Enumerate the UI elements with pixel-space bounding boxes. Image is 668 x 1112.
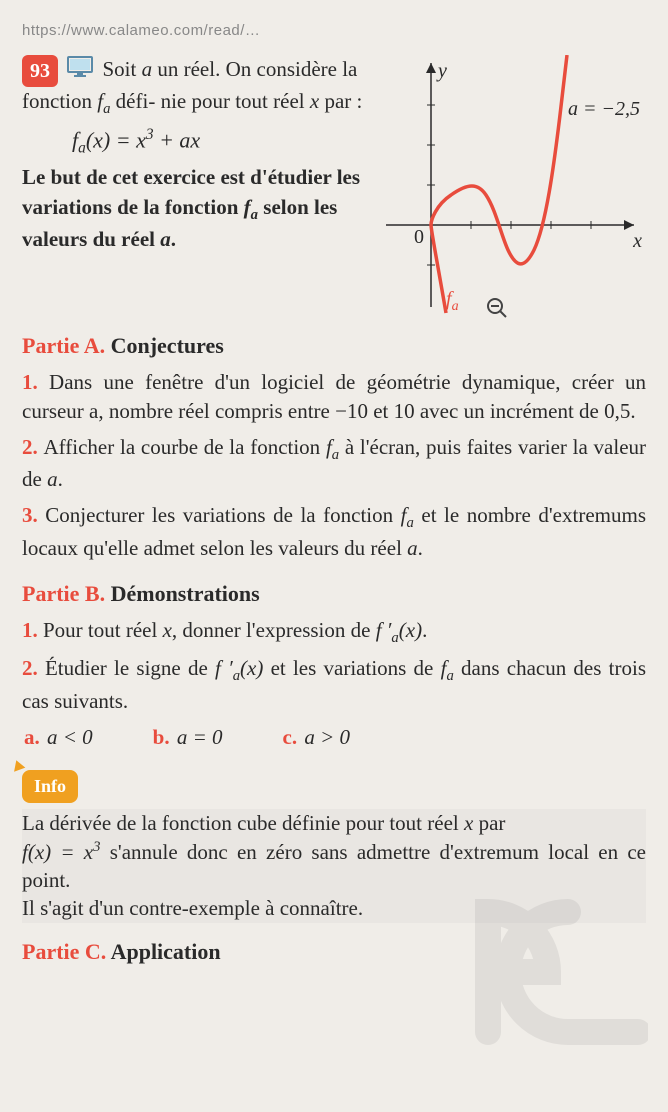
info-box: La dérivée de la fonction cube définie p… [22, 809, 646, 922]
part-c-title: Partie C. Application [22, 937, 646, 968]
intro-line-2b: défi- [110, 89, 155, 113]
part-b-cases: a. a < 0 b. a = 0 c. a > 0 [24, 723, 646, 752]
func-fa: fa [97, 89, 110, 113]
exercise-top-row: 93 Soit a un réel. On considère la fonct… [22, 55, 646, 315]
zoom-out-icon[interactable] [486, 297, 508, 326]
case-c: c. a > 0 [283, 723, 351, 752]
part-b-q1: 1. Pour tout réel x, donner l'expression… [22, 616, 646, 649]
intro-line-1a: Soit [103, 57, 142, 81]
part-a-q3: 3. Conjecturer les variations de la fonc… [22, 501, 646, 563]
graph-svg [376, 55, 646, 315]
intro-line-3: nie pour tout réel [161, 89, 310, 113]
part-a-q1: 1. Dans une fenêtre d'un logiciel de géo… [22, 368, 646, 427]
formula: fa(x) = x3 + ax [72, 124, 366, 159]
graph: y x 0 a = −2,5 fa [376, 55, 646, 315]
case-a: a. a < 0 [24, 723, 93, 752]
info-badge: Info [22, 770, 78, 803]
part-b-q2: 2. Étudier le signe de f ′a(x) et les va… [22, 654, 646, 716]
intro-line-3b: par : [319, 89, 362, 113]
part-a-q2: 2. Afficher la courbe de la fonction fa … [22, 433, 646, 495]
case-b: b. a = 0 [153, 723, 223, 752]
intro-line-1b: un réel. On [152, 57, 251, 81]
url-bar: https://www.calameo.com/read/… [22, 20, 646, 41]
origin-label: 0 [414, 223, 424, 251]
intro-goal: Le but de cet exercice est d'étudier les… [22, 165, 360, 251]
part-b-title: Partie B. Démonstrations [22, 579, 646, 610]
x-axis-label: x [633, 227, 642, 255]
var-x: x [310, 89, 319, 113]
y-axis-label: y [438, 57, 447, 85]
monitor-icon [67, 56, 93, 86]
a-value-label: a = −2,5 [568, 95, 640, 123]
exercise-number-badge: 93 [22, 55, 58, 87]
var-a: a [142, 57, 153, 81]
intro-text: 93 Soit a un réel. On considère la fonct… [22, 55, 366, 255]
curve-label: fa [446, 285, 459, 317]
part-a-title: Partie A. Conjectures [22, 331, 646, 362]
